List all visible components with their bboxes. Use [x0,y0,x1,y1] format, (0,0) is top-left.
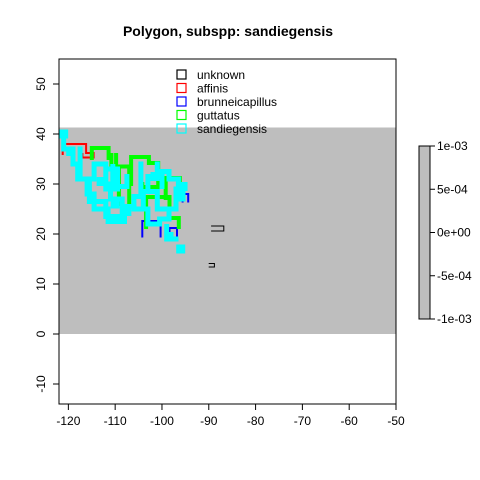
y-tick-label: 0 [34,330,48,337]
polygon-sandiegensis-3 [138,161,186,212]
legend-swatch-guttatus [176,109,187,121]
colorbar-tick-label: 5e-04 [437,182,468,196]
block-sandiegensis-7 [96,177,106,186]
y-tick-label: 10 [34,277,48,291]
polygon-guttatus-3 [129,155,161,189]
block-sandiegensis-1 [176,244,186,254]
polygon-sandiegensis-2 [86,181,125,219]
x-tick-label: -120 [56,414,80,428]
x-tick-label: -100 [150,414,174,428]
block-sandiegensis-8 [66,147,76,156]
polygon-unknown-0 [211,225,225,232]
x-tick-label: -80 [247,414,265,428]
colorbar-tick-label: 1e-03 [437,139,468,153]
block-sandiegensis-3 [178,182,188,191]
x-tick-label: -50 [387,414,405,428]
x-tick-label: -90 [200,414,218,428]
chart-title: Polygon, subspp: sandiegensis [123,23,333,39]
legend-label-sandiegensis: sandiegensis [197,122,267,136]
series-sandiegensis [59,129,188,254]
colorbar-bar [418,145,431,320]
polygon-layer [59,129,225,268]
y-tick-label: 40 [34,127,48,141]
block-sandiegensis-2 [164,232,174,241]
polygon-sandiegensis-1 [77,146,120,192]
polygon-unknown-1 [208,263,215,268]
legend-label-affinis: affinis [197,82,228,96]
block-sandiegensis-6 [150,172,160,181]
legend-swatch-unknown [176,69,187,80]
block-sandiegensis-4 [110,199,120,209]
series-unknown [208,225,225,268]
polygon-brunneicapillus-0 [141,220,162,238]
legend: unknownaffinisbrunneicapillusguttatussan… [176,68,277,136]
x-tick-label: -110 [104,414,127,428]
legend-swatch-affinis [176,82,187,94]
legend-label-brunneicapillus: brunneicapillus [197,95,277,109]
polygon-sandiegensis-4 [110,164,130,189]
legend-swatch-brunneicapillus [176,96,187,107]
y-tick-label: 20 [34,227,48,241]
y-tick-label: 50 [34,77,48,91]
block-sandiegensis-0 [59,129,69,139]
legend-label-unknown: unknown [197,68,245,82]
x-tick-label: -70 [294,414,312,428]
colorbar-tick-label: 0e+00 [437,226,471,240]
polygon-sandiegensis-7 [131,194,146,209]
block-sandiegensis-5 [122,207,132,216]
axes: -120 -110 -100 -90 -80 -70 -60 -50-100102030405… [34,58,405,428]
y-tick-label: 30 [34,177,48,191]
legend-label-guttatus: guttatus [197,109,240,123]
colorbar-tick-label: -5e-04 [437,269,472,283]
legend-swatch-sandiegensis [176,123,187,134]
colorbar: 1e-03 5e-04 0e+00 -5e-04 -1e-03 [418,139,472,326]
polygon-guttatus-0 [89,146,111,160]
x-tick-label: -60 [341,414,359,428]
colorbar-tick-label: -1e-03 [437,312,472,326]
y-tick-label: -10 [34,375,48,393]
